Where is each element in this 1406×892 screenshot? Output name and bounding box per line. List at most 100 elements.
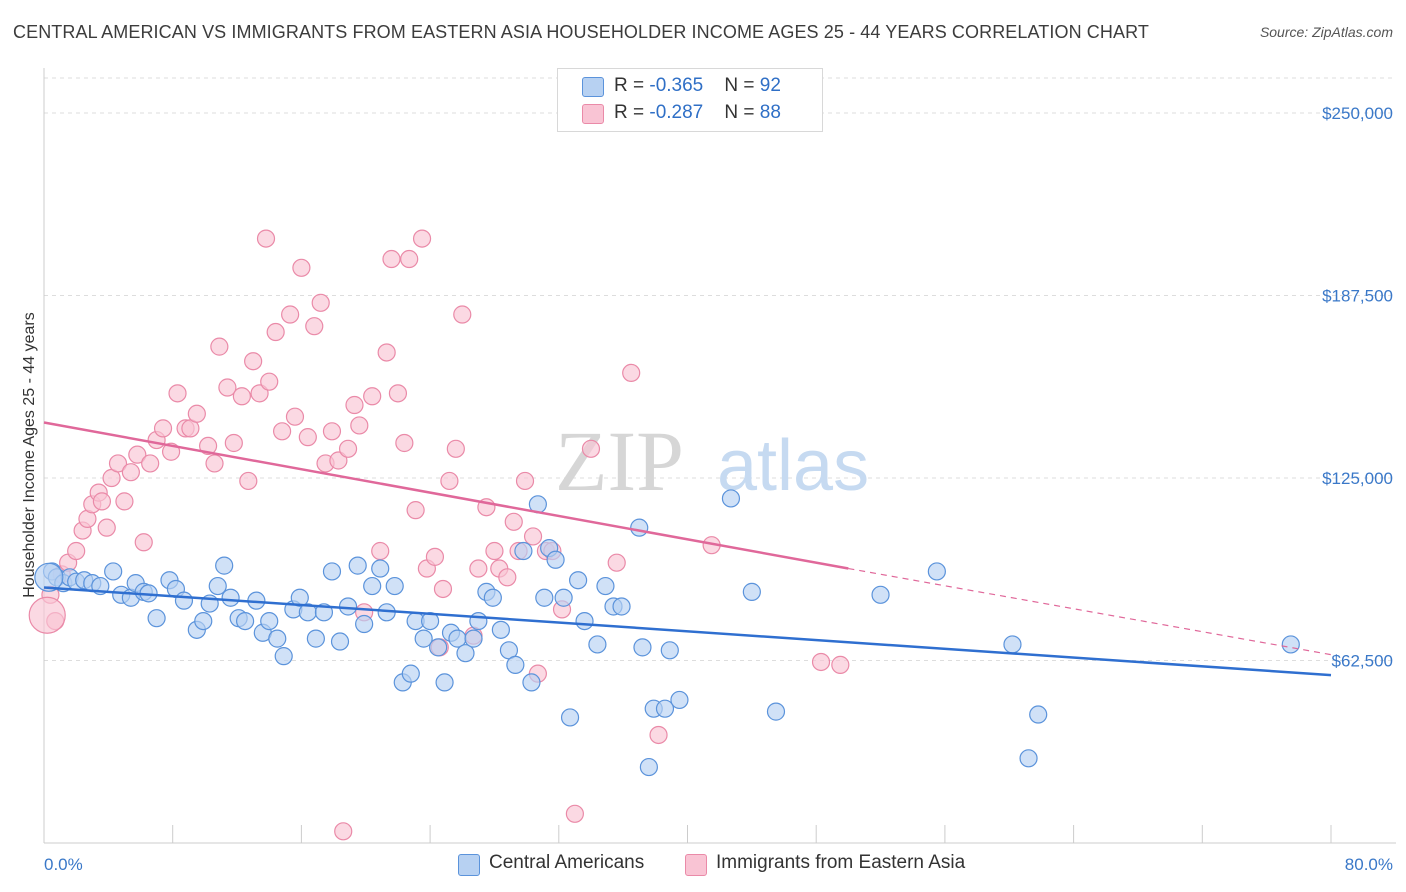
data-point xyxy=(446,439,465,458)
legend-swatch-pink xyxy=(582,104,604,124)
data-point xyxy=(831,655,850,674)
data-point xyxy=(305,317,324,336)
data-point xyxy=(311,293,330,312)
data-point xyxy=(329,451,348,470)
data-point xyxy=(134,533,153,552)
data-point xyxy=(429,638,448,657)
x-tick-label-max: 80.0% xyxy=(1345,855,1393,874)
legend-n-value: 92 xyxy=(759,75,781,96)
data-point xyxy=(469,559,488,578)
watermark: ZIP atlas xyxy=(555,413,869,509)
trend-line-eastern-asia xyxy=(43,421,849,570)
data-point xyxy=(298,428,317,447)
data-point xyxy=(244,352,263,371)
data-point xyxy=(260,372,279,391)
y-tick-label: $187,500 xyxy=(1322,287,1393,306)
data-point xyxy=(377,343,396,362)
data-point xyxy=(260,611,279,631)
data-point xyxy=(355,614,374,634)
trend-line-eastern-asia-extension xyxy=(848,567,1332,656)
data-point xyxy=(232,387,251,406)
data-point xyxy=(670,690,689,710)
data-point xyxy=(141,454,160,473)
data-point xyxy=(560,708,580,727)
data-point xyxy=(239,471,258,491)
data-point xyxy=(128,445,147,464)
data-point xyxy=(435,673,454,692)
data-point xyxy=(581,439,601,458)
bottom-legend-label: Immigrants from Eastern Asia xyxy=(716,852,966,873)
data-point xyxy=(153,419,173,438)
y-tick-label: $250,000 xyxy=(1322,104,1393,123)
data-point xyxy=(485,541,504,561)
data-point xyxy=(266,322,285,342)
data-point xyxy=(345,395,364,415)
series-eastern-asia-points xyxy=(28,229,850,841)
data-point xyxy=(766,702,786,721)
data-point xyxy=(198,436,218,456)
bottom-legend-swatch-blue xyxy=(458,854,480,876)
data-point xyxy=(569,571,588,590)
data-point xyxy=(187,404,206,423)
data-point xyxy=(306,629,325,648)
data-point xyxy=(371,541,390,561)
data-point xyxy=(453,305,472,324)
data-point xyxy=(721,489,741,508)
data-point xyxy=(523,527,543,546)
data-point xyxy=(348,556,367,575)
data-point xyxy=(292,258,311,277)
data-point xyxy=(215,556,234,575)
legend-r-label: R = xyxy=(614,102,650,123)
data-point xyxy=(1019,749,1038,768)
data-point xyxy=(588,635,607,654)
data-point xyxy=(630,518,649,537)
data-point xyxy=(622,363,641,383)
data-point xyxy=(388,384,408,403)
data-point-large xyxy=(28,596,66,634)
legend-n-label: N = xyxy=(724,102,760,123)
data-point xyxy=(565,804,584,823)
data-point xyxy=(104,562,123,581)
data-point xyxy=(504,512,523,531)
data-point xyxy=(425,547,445,566)
data-point xyxy=(330,632,350,651)
data-point-large xyxy=(34,562,64,592)
data-point xyxy=(350,416,369,435)
data-point xyxy=(742,582,761,601)
data-point xyxy=(290,588,309,607)
data-point xyxy=(235,611,255,631)
y-axis-label: Householder Income Ages 25 - 44 years xyxy=(21,312,38,598)
data-point xyxy=(400,249,419,269)
data-point xyxy=(871,585,890,604)
legend-n-value: 88 xyxy=(759,102,781,123)
gridlines xyxy=(44,77,1396,662)
data-point xyxy=(174,591,194,610)
data-point xyxy=(322,422,342,441)
data-point xyxy=(515,471,535,491)
data-point xyxy=(811,652,831,672)
data-point xyxy=(655,699,675,718)
trend-line-central-americans xyxy=(43,586,1332,677)
data-point xyxy=(121,463,140,482)
data-point xyxy=(607,553,626,572)
trend-lines xyxy=(43,421,1332,677)
data-point xyxy=(338,439,358,458)
data-point xyxy=(281,305,300,324)
data-point xyxy=(440,471,459,491)
data-point xyxy=(1281,635,1300,654)
data-point xyxy=(491,620,510,639)
data-point xyxy=(208,576,227,596)
data-point xyxy=(1003,635,1022,654)
data-point xyxy=(546,550,565,569)
data-point xyxy=(194,611,213,631)
data-point xyxy=(250,384,269,403)
data-point xyxy=(612,597,631,616)
data-point xyxy=(382,249,401,269)
data-point xyxy=(224,433,243,453)
x-tick-label-min: 0.0% xyxy=(44,855,83,874)
data-point xyxy=(433,579,453,599)
data-point xyxy=(406,501,425,520)
data-point xyxy=(97,518,116,537)
data-point xyxy=(221,588,240,607)
